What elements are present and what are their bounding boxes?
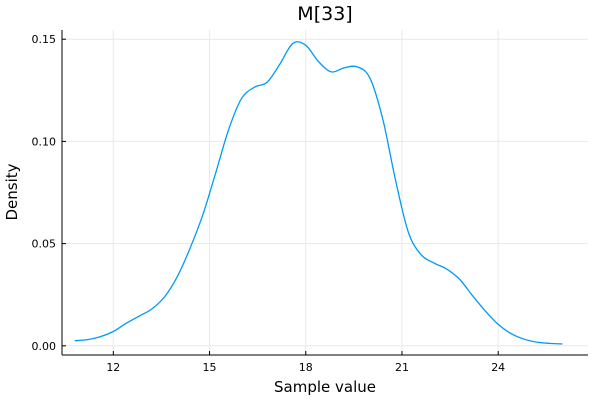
series-layer (74, 41, 563, 345)
density-curve (74, 41, 563, 345)
y-axis-label: Density (3, 163, 21, 220)
ticks: 12 15 18 21 24 0.00 0.05 0.10 0.15 (32, 33, 506, 374)
x-tick-label: 12 (106, 361, 120, 374)
y-tick-label: 0.00 (32, 340, 57, 353)
x-tick-label: 18 (299, 361, 313, 374)
y-tick-label: 0.10 (32, 135, 57, 148)
chart-title: M[33] (297, 3, 352, 25)
x-tick-label: 24 (491, 361, 505, 374)
y-tick-label: 0.15 (32, 33, 57, 46)
axes (61, 30, 588, 356)
x-tick-label: 21 (395, 361, 409, 374)
x-axis-label: Sample value (274, 378, 376, 396)
x-tick-label: 15 (203, 361, 217, 374)
grid-lines (62, 30, 588, 355)
y-tick-label: 0.05 (32, 238, 57, 251)
